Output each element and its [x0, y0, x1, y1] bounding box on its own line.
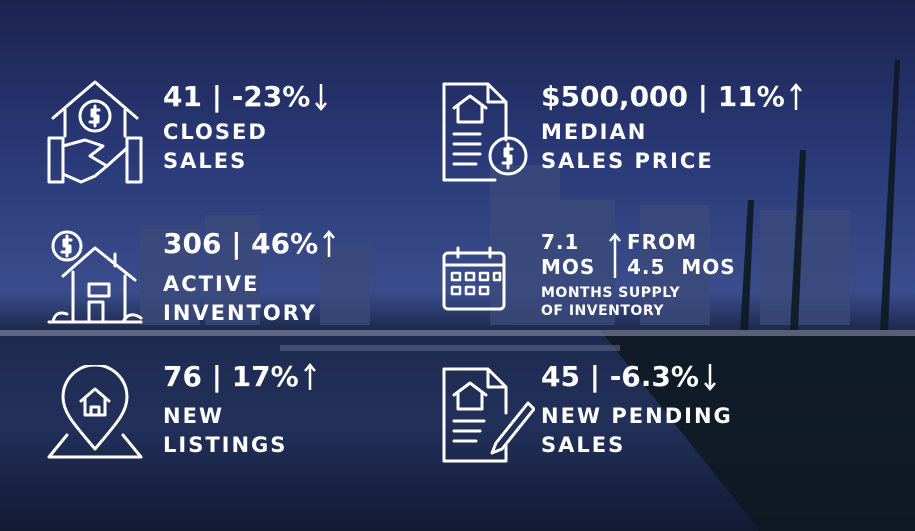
down-arrow — [315, 83, 328, 111]
label-line: NEW PENDING — [541, 404, 733, 428]
label-line: MEDIAN — [541, 120, 648, 144]
label-line: NEW — [163, 404, 225, 428]
down-arrow — [704, 363, 716, 391]
months-current: 7.1 MOS — [541, 230, 595, 280]
label-line: MONTHS SUPPLY — [541, 285, 681, 301]
stat-value: 41 | -23% — [163, 80, 328, 113]
stat-value: 306 | 46% — [163, 227, 336, 260]
price-document-icon — [442, 82, 528, 182]
stat-label: MONTHS SUPPLY OF INVENTORY — [541, 284, 680, 320]
label-line: OF INVENTORY — [541, 303, 664, 319]
up-arrow — [609, 233, 621, 278]
location-house-icon — [47, 365, 143, 459]
value-text: 45 | -6.3% — [541, 360, 699, 393]
stat-label: MEDIAN SALES PRICE — [541, 118, 714, 176]
label-line: ACTIVE — [163, 272, 260, 296]
label-line: CLOSED — [163, 120, 268, 144]
up-arrow — [789, 82, 802, 110]
up-arrow — [323, 229, 336, 257]
contract-icon — [442, 367, 535, 463]
value-text: 76 | 17% — [163, 360, 299, 393]
house-price-icon — [47, 230, 143, 324]
stat-value: 45 | -6.3% — [541, 360, 717, 393]
value-text: 41 | -23% — [163, 80, 311, 113]
stat-value: 76 | 17% — [163, 360, 317, 393]
value-text: 4.5 MOS — [627, 255, 736, 279]
unit-text: MOS — [541, 255, 596, 279]
calendar-icon — [442, 246, 506, 311]
months-previous: FROM 4.5 MOS — [627, 230, 736, 280]
stat-label: CLOSED SALES — [163, 118, 268, 176]
value-text: 7.1 — [541, 230, 580, 254]
up-arrow — [303, 362, 316, 390]
stat-value: $500,000 | 11% — [541, 80, 803, 113]
from-text: FROM — [627, 230, 697, 254]
value-text: $500,000 | 11% — [541, 80, 785, 113]
label-line: SALES — [163, 149, 248, 173]
label-line: INVENTORY — [163, 301, 317, 325]
label-line: SALES PRICE — [541, 149, 714, 173]
value-text: 306 | 46% — [163, 227, 319, 260]
label-line: LISTINGS — [163, 433, 288, 457]
label-line: SALES — [541, 433, 626, 457]
stat-label: ACTIVE INVENTORY — [163, 270, 317, 328]
stat-label: NEW PENDING SALES — [541, 402, 733, 460]
handshake-house-icon — [47, 80, 143, 184]
stat-label: NEW LISTINGS — [163, 402, 287, 460]
